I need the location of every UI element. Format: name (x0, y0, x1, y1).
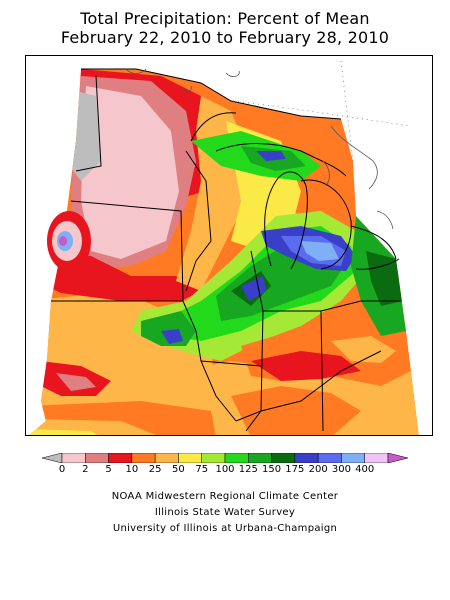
legend-color-swatch (85, 453, 109, 463)
legend-color-swatch (364, 453, 389, 463)
legend-color-swatch (131, 453, 156, 463)
credit-line-uiuc: University of Illinois at Urbana-Champai… (112, 523, 338, 534)
map-title-line-2: February 22, 2010 to February 28, 2010 (60, 28, 390, 47)
legend-color-swatch (294, 453, 319, 463)
legend-color-swatch (317, 453, 342, 463)
legend-tick-label: 75 (195, 464, 209, 475)
legend-color-swatch (154, 453, 179, 463)
legend-tick-label: 200 (308, 464, 328, 475)
legend-tick-label: 5 (105, 464, 112, 475)
precipitation-map-image (27, 60, 419, 435)
legend-tick-label: 25 (148, 464, 162, 475)
legend-tick-labels: 0 2 5 10 25 50 75 100 125 150 175 200 300 400 (0, 464, 450, 478)
legend-color-swatch (178, 453, 202, 463)
credit-line-noaa: NOAA Midwestern Regional Climate Center (111, 491, 339, 502)
legend-tick-label: 300 (331, 464, 351, 475)
legend-arrow-low (42, 453, 63, 463)
legend-color-swatch (271, 453, 296, 463)
legend-tick-label: 2 (82, 464, 89, 475)
precipitation-legend-colorbar (42, 453, 408, 463)
legend-tick-label: 400 (355, 464, 375, 475)
legend-tick-label: 0 (58, 464, 66, 475)
legend-tick-label: 50 (172, 464, 185, 475)
legend-color-swatch (108, 453, 133, 463)
legend-tick-label: 125 (238, 464, 258, 475)
map-title-line-1: Total Precipitation: Percent of Mean (80, 9, 370, 28)
legend-color-swatch (61, 453, 86, 463)
legend-color-swatch (341, 453, 365, 463)
legend-tick-label: 150 (262, 464, 282, 475)
legend-color-swatch (201, 453, 226, 463)
legend-color-swatch (248, 453, 272, 463)
precipitation-map (25, 55, 433, 436)
legend-tick-label: 100 (215, 464, 235, 475)
legend-tick-label: 175 (285, 464, 305, 475)
legend-color-swatch (224, 453, 249, 463)
legend-arrow-high (387, 453, 408, 463)
credit-line-isws: Illinois State Water Survey (154, 507, 296, 518)
legend-tick-label: 10 (125, 464, 139, 475)
